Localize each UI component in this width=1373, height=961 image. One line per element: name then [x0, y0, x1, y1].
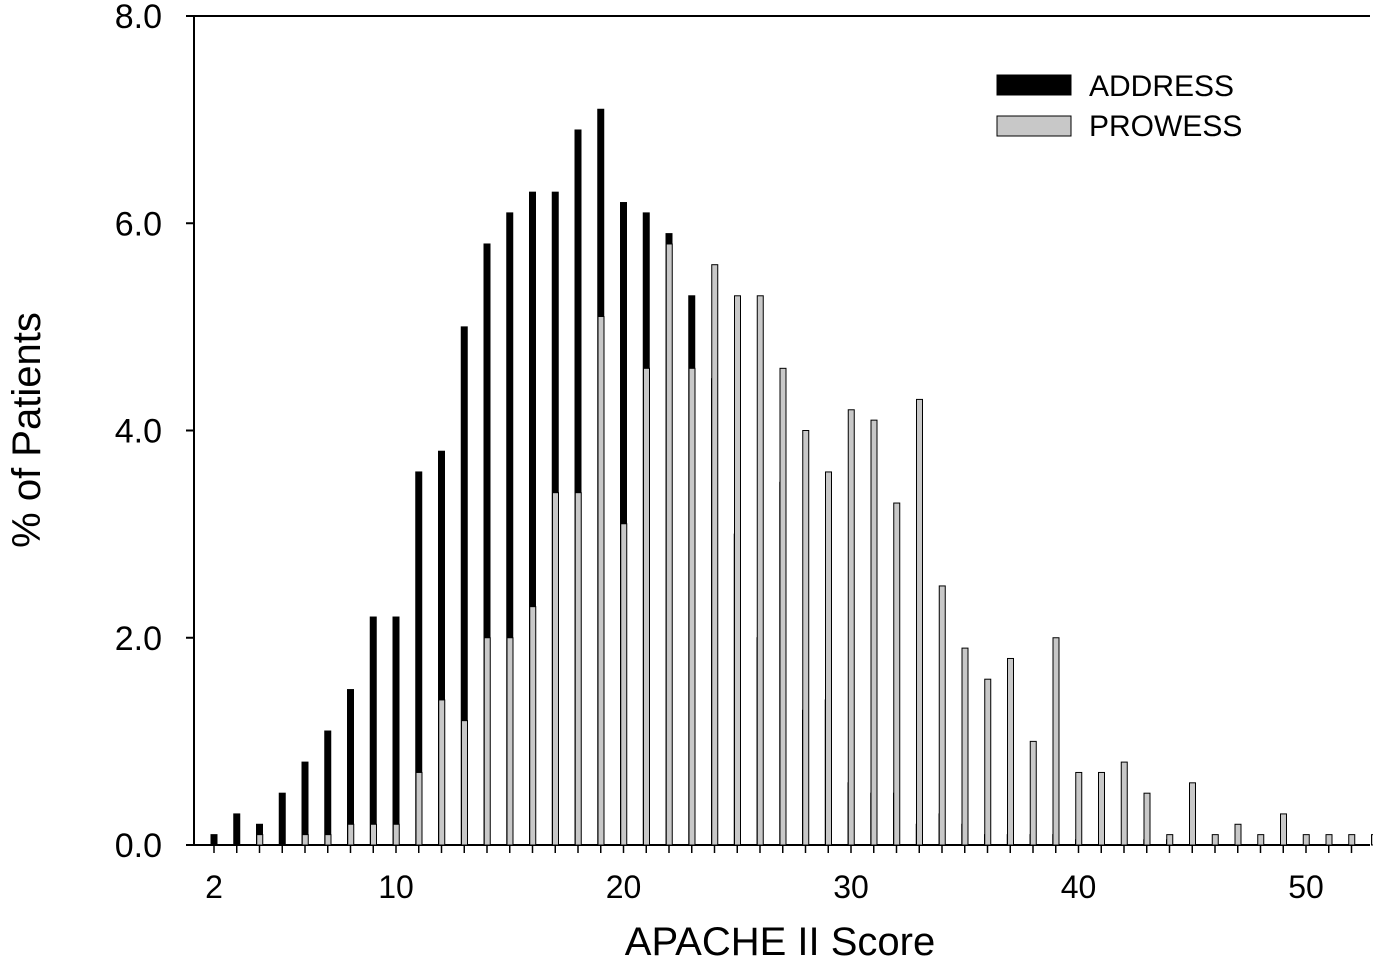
bar-prowess	[1166, 834, 1174, 846]
bar-prowess	[734, 295, 741, 846]
bar-prowess	[370, 823, 377, 846]
y-tick-label: 2.0	[115, 620, 162, 658]
bars	[210, 108, 1373, 846]
bar-prowess	[506, 637, 514, 846]
y-tick-label: 6.0	[115, 205, 162, 243]
bar-address	[369, 616, 377, 846]
bar-prowess	[1098, 771, 1105, 846]
bar-address	[347, 689, 354, 846]
bar-address	[301, 761, 309, 846]
bar-prowess	[256, 834, 264, 846]
bar-prowess	[1302, 834, 1310, 846]
bar-prowess	[347, 823, 355, 846]
x-axis-ticks: 2 10 20 30 40 50	[205, 845, 1353, 905]
bar-address	[278, 792, 286, 846]
bar-prowess	[529, 606, 537, 846]
bar-prowess	[870, 419, 878, 846]
legend-swatch-prowess	[996, 115, 1072, 137]
bar-prowess	[1325, 834, 1333, 846]
bar-address	[210, 834, 218, 846]
bar-prowess	[916, 398, 923, 846]
bar-prowess	[984, 678, 992, 846]
x-tick-label: 10	[378, 869, 414, 905]
x-tick-label: 50	[1288, 869, 1324, 905]
bar-prowess	[688, 367, 696, 846]
bar-prowess	[802, 430, 810, 846]
legend-label-address: ADDRESS	[1089, 70, 1234, 103]
y-axis-title: % of Patients	[5, 312, 49, 548]
bar-prowess	[301, 834, 309, 846]
legend: ADDRESS PROWESS	[996, 70, 1242, 143]
bar-prowess	[1280, 813, 1287, 846]
bar-prowess	[552, 492, 559, 846]
x-tick-label: 40	[1061, 869, 1097, 905]
bar-prowess	[1075, 771, 1083, 846]
bar-prowess	[324, 834, 332, 846]
bar-address	[392, 616, 400, 846]
bar-address	[324, 730, 332, 846]
bar-prowess	[1371, 834, 1373, 846]
bar-prowess	[1211, 834, 1219, 846]
bar-prowess	[483, 637, 491, 846]
legend-label-prowess: PROWESS	[1089, 110, 1242, 143]
bar-address	[233, 813, 241, 846]
bar-prowess	[620, 523, 628, 846]
bar-prowess	[574, 492, 582, 846]
bar-prowess	[756, 295, 764, 846]
bar-prowess	[893, 502, 901, 846]
bar-prowess	[825, 471, 832, 846]
bar-prowess	[597, 316, 605, 846]
bar-prowess	[1052, 637, 1060, 846]
bar-prowess	[1029, 740, 1037, 846]
x-tick-label: 30	[833, 869, 869, 905]
bar-prowess	[1234, 823, 1242, 846]
y-axis-ticks: 0.0 2.0 4.0 6.0 8.0	[115, 0, 194, 865]
bar-prowess	[1189, 782, 1196, 846]
bar-prowess	[665, 243, 673, 846]
bar-prowess	[1348, 834, 1356, 846]
x-tick-label: 20	[606, 869, 642, 905]
bar-prowess	[938, 585, 946, 846]
bar-prowess	[392, 823, 400, 846]
bar-prowess	[961, 647, 969, 846]
x-axis-title: APACHE II Score	[625, 920, 935, 961]
bar-prowess	[711, 264, 719, 846]
legend-swatch-address	[996, 74, 1072, 96]
bar-prowess	[643, 367, 650, 846]
y-tick-label: 4.0	[115, 413, 162, 451]
bar-prowess	[1120, 761, 1128, 846]
y-tick-label: 0.0	[115, 827, 162, 865]
y-tick-label: 8.0	[115, 0, 162, 36]
bar-prowess	[461, 720, 468, 846]
x-tick-label: 2	[205, 869, 223, 905]
bar-prowess	[1257, 834, 1265, 846]
bar-prowess	[438, 699, 446, 846]
bar-prowess	[1143, 792, 1151, 846]
bar-prowess	[1007, 657, 1014, 846]
bar-prowess	[779, 367, 787, 846]
bar-prowess	[847, 409, 855, 846]
bar-prowess	[415, 771, 423, 846]
